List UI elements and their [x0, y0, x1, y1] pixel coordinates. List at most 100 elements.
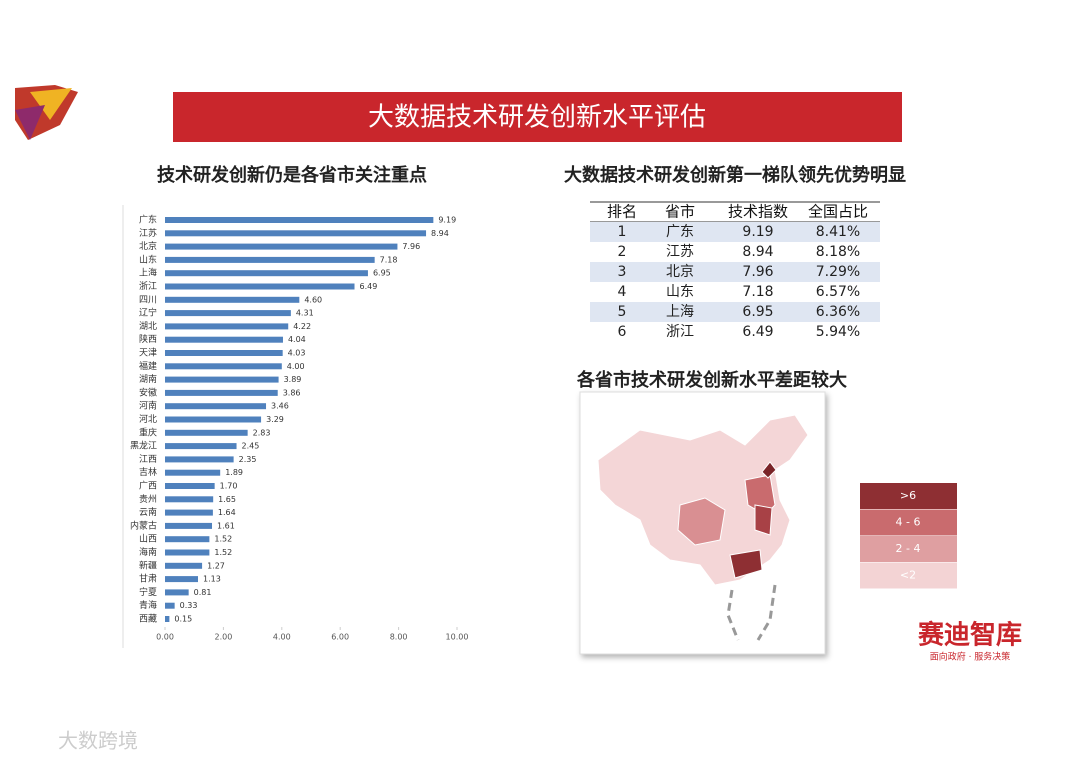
bar: [165, 363, 282, 370]
value-label: 1.52: [214, 535, 232, 544]
value-label: 1.89: [225, 468, 243, 477]
table-row-bg: [590, 222, 880, 242]
y-tick-label: 湖北: [139, 321, 157, 332]
table-cell: 6.36%: [816, 304, 860, 320]
value-label: 2.45: [242, 442, 260, 451]
bar: [165, 296, 300, 303]
logo-name: 赛迪智库: [917, 620, 1022, 651]
legend-swatch: [860, 483, 957, 509]
bar: [165, 350, 283, 356]
bar: [165, 589, 189, 596]
table-header: 技术指数: [728, 203, 788, 221]
map-title: 各省市技术研发创新水平差距较大: [576, 369, 847, 391]
bar: [165, 549, 210, 556]
value-label: 4.60: [304, 295, 322, 304]
table-cell: 4: [618, 284, 627, 300]
legend-swatch: [860, 509, 957, 536]
y-tick-label: 江西: [139, 454, 157, 465]
y-tick-label: 黑龙江: [130, 440, 157, 452]
table-cell: 2: [618, 244, 627, 260]
legend-swatch: [860, 562, 957, 589]
x-tick-label: 6.00: [331, 633, 349, 642]
bar: [165, 256, 375, 263]
table-header: 排名: [607, 203, 637, 221]
table-cell: 6.95: [742, 304, 773, 320]
legend-label: 4 - 6: [896, 516, 921, 529]
bar: [165, 310, 291, 317]
table-cell: 江苏: [666, 244, 694, 260]
table-cell: 6: [618, 324, 627, 340]
y-tick-label: 宁夏: [139, 586, 157, 598]
y-tick-label: 陕西: [139, 333, 157, 345]
map-region: [754, 504, 773, 536]
page-title: 大数据技术研发创新水平评估: [368, 103, 706, 133]
y-tick-label: 山西: [139, 534, 157, 545]
y-tick-label: 浙江: [139, 280, 157, 292]
chart-title: 技术研发创新仍是各省市关注重点: [157, 164, 427, 186]
value-label: 2.35: [239, 455, 257, 464]
x-tick-label: 4.00: [273, 633, 291, 642]
table-cell: 8.18%: [816, 244, 860, 260]
value-label: 1.52: [214, 548, 232, 557]
bar: [165, 403, 267, 410]
table-cell: 8.41%: [816, 224, 860, 240]
y-tick-label: 广西: [139, 480, 157, 492]
table-cell: 9.19: [742, 224, 773, 240]
bar: [165, 336, 283, 343]
value-label: 0.15: [174, 615, 192, 624]
y-tick-label: 福建: [139, 360, 157, 372]
y-tick-label: 江苏: [139, 227, 157, 239]
table-cell: 7.18: [742, 284, 773, 300]
bar: [165, 576, 198, 583]
bar: [165, 456, 234, 463]
table-cell: 8.94: [742, 244, 773, 260]
table-header: 全国占比: [808, 203, 868, 221]
value-label: 4.03: [288, 349, 306, 358]
bar: [165, 562, 203, 569]
bar: [165, 283, 355, 290]
bar: [165, 483, 215, 489]
value-label: 0.33: [180, 601, 198, 610]
table-row-bg: [590, 262, 880, 282]
bar: [165, 496, 214, 503]
x-tick-label: 10.00: [446, 633, 469, 642]
y-tick-label: 山东: [139, 253, 157, 265]
value-label: 3.29: [266, 415, 284, 424]
y-tick-label: 安徽: [139, 386, 157, 398]
y-tick-label: 辽宁: [139, 307, 157, 319]
table-cell: 6.49: [742, 324, 773, 340]
value-label: 2.83: [253, 428, 271, 437]
bar: [165, 469, 221, 476]
y-tick-label: 河南: [139, 400, 157, 412]
table-title: 大数据技术研发创新第一梯队领先优势明显: [564, 164, 906, 186]
bar: [165, 217, 434, 223]
table-cell: 7.29%: [816, 264, 860, 280]
table-cell: 5.94%: [816, 324, 860, 340]
map: [579, 391, 826, 655]
x-tick-label: 0.00: [156, 633, 174, 642]
y-tick-label: 四川: [139, 295, 157, 305]
logo-slogan: 面向政府 · 服务决策: [930, 651, 1011, 663]
bar: [165, 230, 427, 237]
value-label: 1.64: [218, 508, 236, 517]
bar: [165, 602, 175, 609]
table-cell: 7.96: [742, 264, 773, 280]
y-tick-label: 北京: [139, 240, 157, 252]
value-label: 3.86: [283, 388, 301, 397]
y-tick-label: 广东: [139, 214, 157, 226]
title-bar: [173, 92, 902, 142]
value-label: 4.04: [288, 335, 306, 344]
y-tick-label: 河北: [139, 413, 157, 425]
y-tick-label: 内蒙古: [130, 519, 157, 531]
table-cell: 上海: [666, 304, 694, 320]
bar: [165, 616, 170, 622]
map-region: [729, 549, 763, 579]
y-tick-label: 天津: [139, 348, 157, 359]
value-label: 4.31: [296, 309, 314, 318]
value-label: 3.89: [284, 375, 302, 384]
value-label: 4.00: [287, 362, 305, 371]
table-cell: 3: [618, 264, 627, 280]
legend-label: <2: [900, 569, 916, 582]
